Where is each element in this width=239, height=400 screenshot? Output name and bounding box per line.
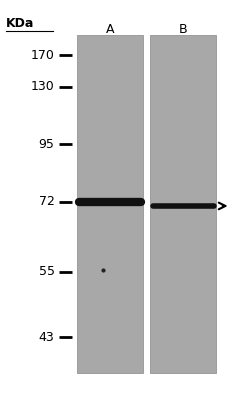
Text: 130: 130: [31, 80, 54, 93]
Text: 95: 95: [39, 138, 54, 151]
Text: 43: 43: [39, 330, 54, 344]
Text: 72: 72: [39, 196, 54, 208]
Text: 170: 170: [31, 48, 54, 62]
Text: B: B: [179, 23, 188, 36]
Text: 55: 55: [38, 265, 54, 278]
Text: A: A: [106, 23, 114, 36]
FancyBboxPatch shape: [77, 35, 143, 373]
Text: KDa: KDa: [6, 17, 34, 30]
FancyBboxPatch shape: [150, 35, 216, 373]
